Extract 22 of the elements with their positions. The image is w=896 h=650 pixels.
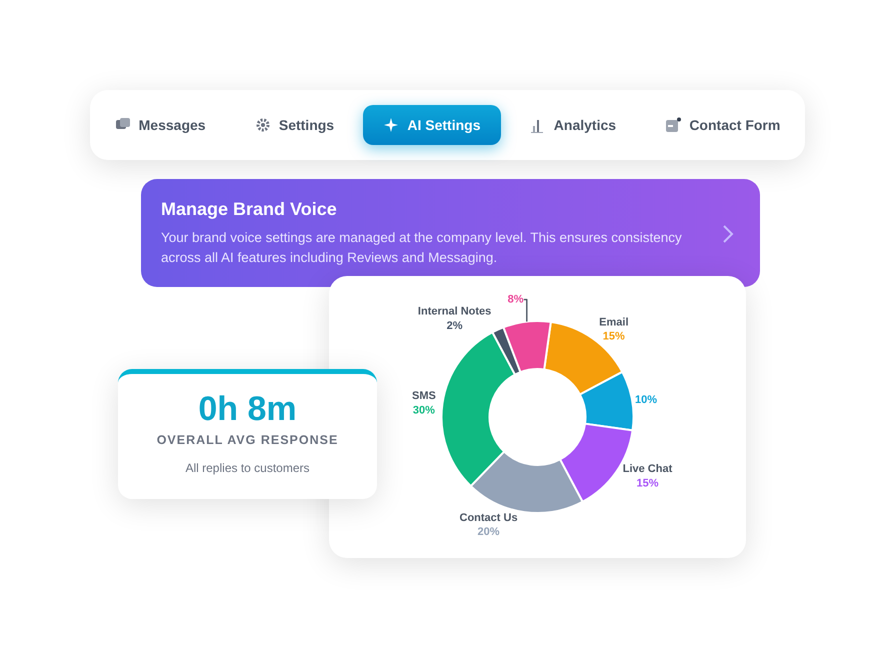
text: 0h 8m — [197, 390, 298, 429]
slice-label: Email — [599, 316, 628, 328]
text: Contact Form — [689, 117, 780, 133]
slice-label: SMS — [412, 390, 436, 402]
text: All replies to customers — [184, 461, 311, 475]
slice-label: Contact Us — [460, 512, 518, 524]
text: OVERALL AVG RESPONSE — [156, 433, 340, 447]
data-label: 15% — [636, 478, 659, 490]
slice-label: Internal Notes — [418, 306, 492, 318]
text: Manage Brand Voice — [161, 199, 338, 220]
data-label: 8% — [508, 294, 524, 306]
slice-label: Live Chat — [622, 463, 673, 476]
data-label: 15% — [602, 330, 626, 343]
data-label: 20% — [478, 526, 500, 538]
text: Your brand voice settings are managed at the company level. This ensures consistency across all AI features including Reviews and Messaging. — [161, 229, 683, 267]
text: Messages — [138, 117, 206, 133]
text: Settings — [278, 117, 334, 133]
data-label: 10% — [635, 394, 658, 406]
text: Analytics — [554, 117, 616, 133]
text: AI Settings — [407, 117, 480, 133]
data-label: 30% — [412, 404, 436, 417]
data-label: 2% — [446, 320, 463, 332]
